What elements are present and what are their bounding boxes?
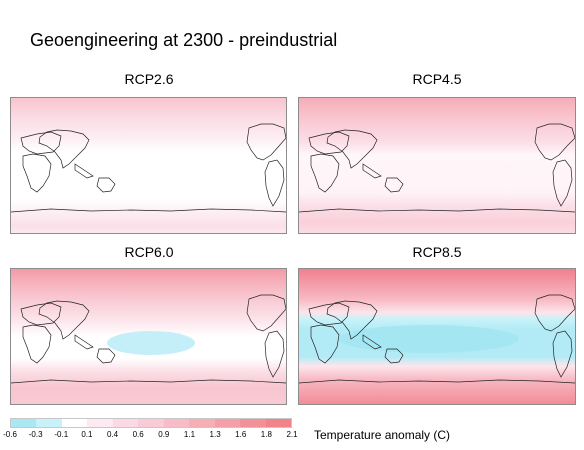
colorbar-tick-label: -0.3: [28, 430, 43, 439]
colorbar-ticks: -0.6 -0.3 -0.1 0.1 0.4 0.6 0.9 1.1 1.3 1.6 1.8 2.1: [0, 430, 300, 442]
colorbar-cell: [11, 419, 37, 427]
panel-title-rcp45: RCP4.5: [412, 71, 462, 87]
panel-title-rcp26: RCP2.6: [124, 71, 174, 87]
map-rcp85: [298, 268, 576, 405]
map-rcp85-svg: [299, 269, 575, 404]
map-rcp60: [10, 268, 287, 405]
panel-title-rcp60: RCP6.0: [124, 244, 174, 260]
colorbar-tick-label: -0.1: [54, 430, 69, 439]
colorbar-cell: [61, 419, 88, 427]
figure-title: Geoengineering at 2300 - preindustrial: [30, 30, 338, 50]
colorbar-cell: [214, 419, 241, 427]
map-rcp45-svg: [299, 98, 575, 233]
panel-title-rcp85: RCP8.5: [412, 244, 462, 260]
colorbar-tick-label: -0.6: [3, 430, 17, 439]
colorbar-cell: [189, 419, 215, 427]
colorbar-tick-label: 0.9: [158, 430, 170, 439]
colorbar-cell: [112, 419, 139, 427]
colorbar-cell: [87, 419, 113, 427]
colorbar-tick-label: 2.1: [286, 430, 298, 439]
colorbar-label: Temperature anomaly (C): [314, 428, 451, 442]
colorbar-tick-label: 1.3: [209, 430, 221, 439]
colorbar-cell: [163, 419, 190, 427]
colorbar-tick-label: 0.1: [81, 430, 93, 439]
colorbar-cell: [240, 419, 266, 427]
colorbar-tick-label: 1.1: [183, 430, 196, 439]
map-rcp26: [10, 97, 287, 234]
colorbar-tick-label: 0.4: [106, 430, 119, 439]
map-rcp26-svg: [11, 98, 286, 233]
colorbar: [10, 418, 292, 428]
colorbar-cell: [36, 419, 62, 427]
colorbar-cell: [265, 419, 291, 427]
map-rcp45: [298, 97, 576, 234]
colorbar-cell: [138, 419, 164, 427]
map-rcp60-svg: [11, 269, 286, 404]
colorbar-tick-label: 1.6: [235, 430, 247, 439]
colorbar-tick-label: 1.8: [260, 430, 272, 439]
colorbar-tick-label: 0.6: [132, 430, 144, 439]
